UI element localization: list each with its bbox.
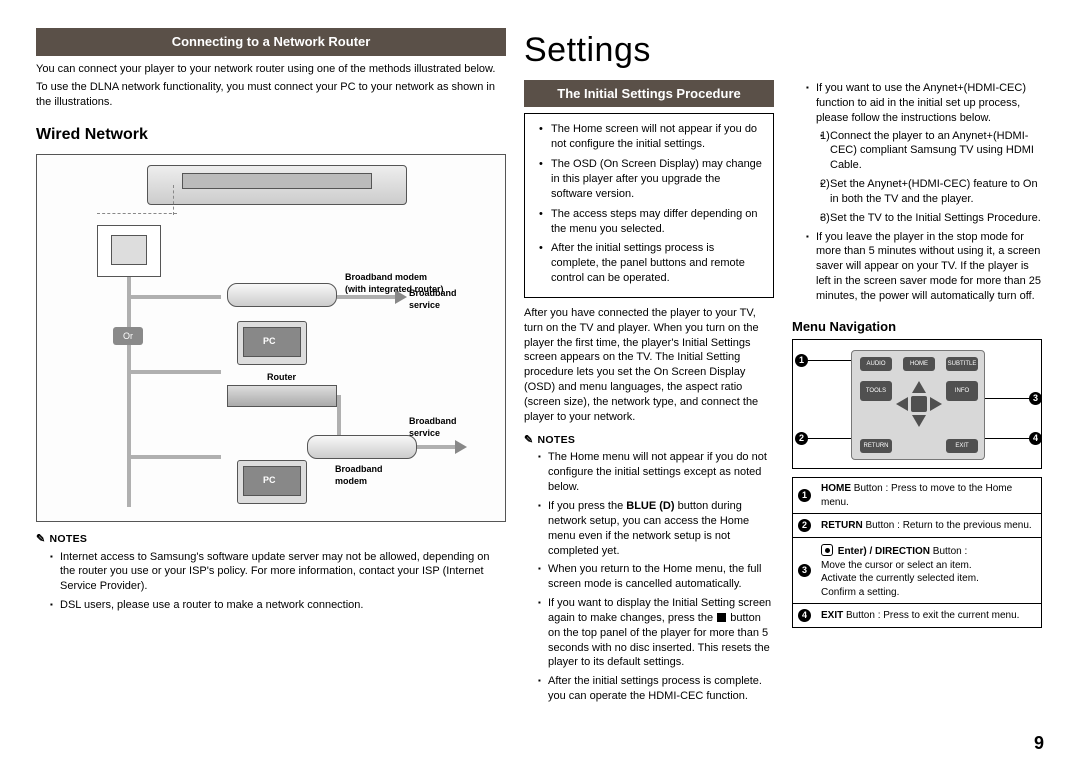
settings-title: Settings: [524, 28, 774, 74]
remote-legend-table: 1 HOME Button : Press to move to the Hom…: [792, 477, 1042, 628]
legend-row: 2 RETURN Button : Return to the previous…: [793, 514, 1042, 538]
remote-info-button: INFO: [946, 381, 978, 401]
diagram-label-modem: Broadband modem: [335, 463, 383, 487]
remote-dpad: [896, 381, 942, 427]
box-bullet: The OSD (On Screen Display) may change i…: [539, 157, 763, 202]
remote-exit-button: EXIT: [946, 439, 978, 453]
manual-page: Connecting to a Network Router You can c…: [36, 28, 1044, 741]
legend-row: 4 EXIT Button : Press to exit the curren…: [793, 604, 1042, 628]
legend-num: 4: [798, 609, 811, 622]
diagram-or-badge: Or: [113, 327, 143, 345]
remote-return-button: RETURN: [860, 439, 892, 453]
initial-settings-paragraph: After you have connected the player to y…: [524, 306, 774, 425]
intro-1: You can connect your player to your netw…: [36, 62, 506, 77]
section-bar-initial: The Initial Settings Procedure: [524, 80, 774, 108]
box-bullet: After the initial settings process is co…: [539, 241, 763, 286]
diagram-label-pc2: PC: [263, 474, 276, 486]
anynet-step: 3)Set the TV to the Initial Settings Pro…: [820, 211, 1042, 226]
box-bullet: The Home screen will not appear if you d…: [539, 122, 763, 152]
note-item: If you want to display the Initial Setti…: [538, 596, 774, 670]
anynet-note-text: If you want to use the Anynet+(HDMI-CEC)…: [816, 82, 1026, 124]
anynet-note: If you want to use the Anynet+(HDMI-CEC)…: [806, 81, 1042, 226]
note-item: Internet access to Samsung's software up…: [50, 550, 506, 595]
menu-nav-heading: Menu Navigation: [792, 318, 1042, 336]
legend-text: HOME Button : Press to move to the Home …: [816, 478, 1042, 514]
legend-text: Enter) / DIRECTION Button :Move the curs…: [816, 538, 1042, 604]
legend-num: 2: [798, 519, 811, 532]
box-bullet: The access steps may differ depending on…: [539, 207, 763, 237]
remote-subtitle-button: SUBTITLE: [946, 357, 978, 371]
stop-icon: [717, 613, 726, 622]
diagram-label-service1: Broadband service: [409, 287, 457, 311]
legend-text: EXIT Button : Press to exit the current …: [816, 604, 1042, 628]
note-item: When you return to the Home menu, the fu…: [538, 562, 774, 592]
legend-text: RETURN Button : Return to the previous m…: [816, 514, 1042, 538]
legend-row: 3 Enter) / DIRECTION Button :Move the cu…: [793, 538, 1042, 604]
anynet-steps: 1)Connect the player to an Anynet+(HDMI-…: [816, 129, 1042, 226]
initial-settings-box: The Home screen will not appear if you d…: [524, 113, 774, 297]
remote-diagram: AUDIO HOME SUBTITLE TOOLS INFO RETURN EX…: [792, 339, 1042, 469]
page-number: 9: [1034, 731, 1044, 755]
leave-stop-note: If you leave the player in the stop mode…: [806, 230, 1042, 304]
diagram-label-router: Router: [267, 371, 296, 383]
note-item: The Home menu will not appear if you do …: [538, 450, 774, 495]
anynet-step: 2)Set the Anynet+(HDMI-CEC) feature to O…: [820, 177, 1042, 207]
intro-2: To use the DLNA network functionality, y…: [36, 80, 506, 110]
legend-num: 1: [798, 489, 811, 502]
remote-audio-button: AUDIO: [860, 357, 892, 371]
diagram-label-pc1: PC: [263, 335, 276, 347]
section-bar-network: Connecting to a Network Router: [36, 28, 506, 56]
diagram-label-service2: Broadband service: [409, 415, 457, 439]
callout-3: 3: [1029, 392, 1042, 405]
callout-1: 1: [795, 354, 808, 367]
wired-heading: Wired Network: [36, 124, 506, 146]
notes-list-left: Internet access to Samsung's software up…: [36, 550, 506, 617]
legend-num: 3: [798, 564, 811, 577]
notes-label-left: NOTES: [36, 532, 506, 547]
col-left: Connecting to a Network Router You can c…: [36, 28, 506, 741]
col-middle: Settings The Initial Settings Procedure …: [524, 28, 774, 741]
note-item: DSL users, please use a router to make a…: [50, 598, 506, 613]
callout-4: 4: [1029, 432, 1042, 445]
notes-list-mid: The Home menu will not appear if you do …: [524, 450, 774, 708]
enter-icon: [821, 544, 833, 556]
callout-2: 2: [795, 432, 808, 445]
wired-network-diagram: Broadband modem (with integrated router)…: [36, 154, 506, 522]
col-right: If you want to use the Anynet+(HDMI-CEC)…: [792, 28, 1042, 741]
note-item: After the initial settings process is co…: [538, 674, 774, 704]
remote-home-button: HOME: [903, 357, 935, 371]
legend-row: 1 HOME Button : Press to move to the Hom…: [793, 478, 1042, 514]
right-top-notes: If you want to use the Anynet+(HDMI-CEC)…: [792, 81, 1042, 308]
remote-tools-button: TOOLS: [860, 381, 892, 401]
note-item: If you press the BLUE (D) button during …: [538, 499, 774, 558]
anynet-step: 1)Connect the player to an Anynet+(HDMI-…: [820, 129, 1042, 174]
notes-label-mid: NOTES: [524, 433, 774, 448]
